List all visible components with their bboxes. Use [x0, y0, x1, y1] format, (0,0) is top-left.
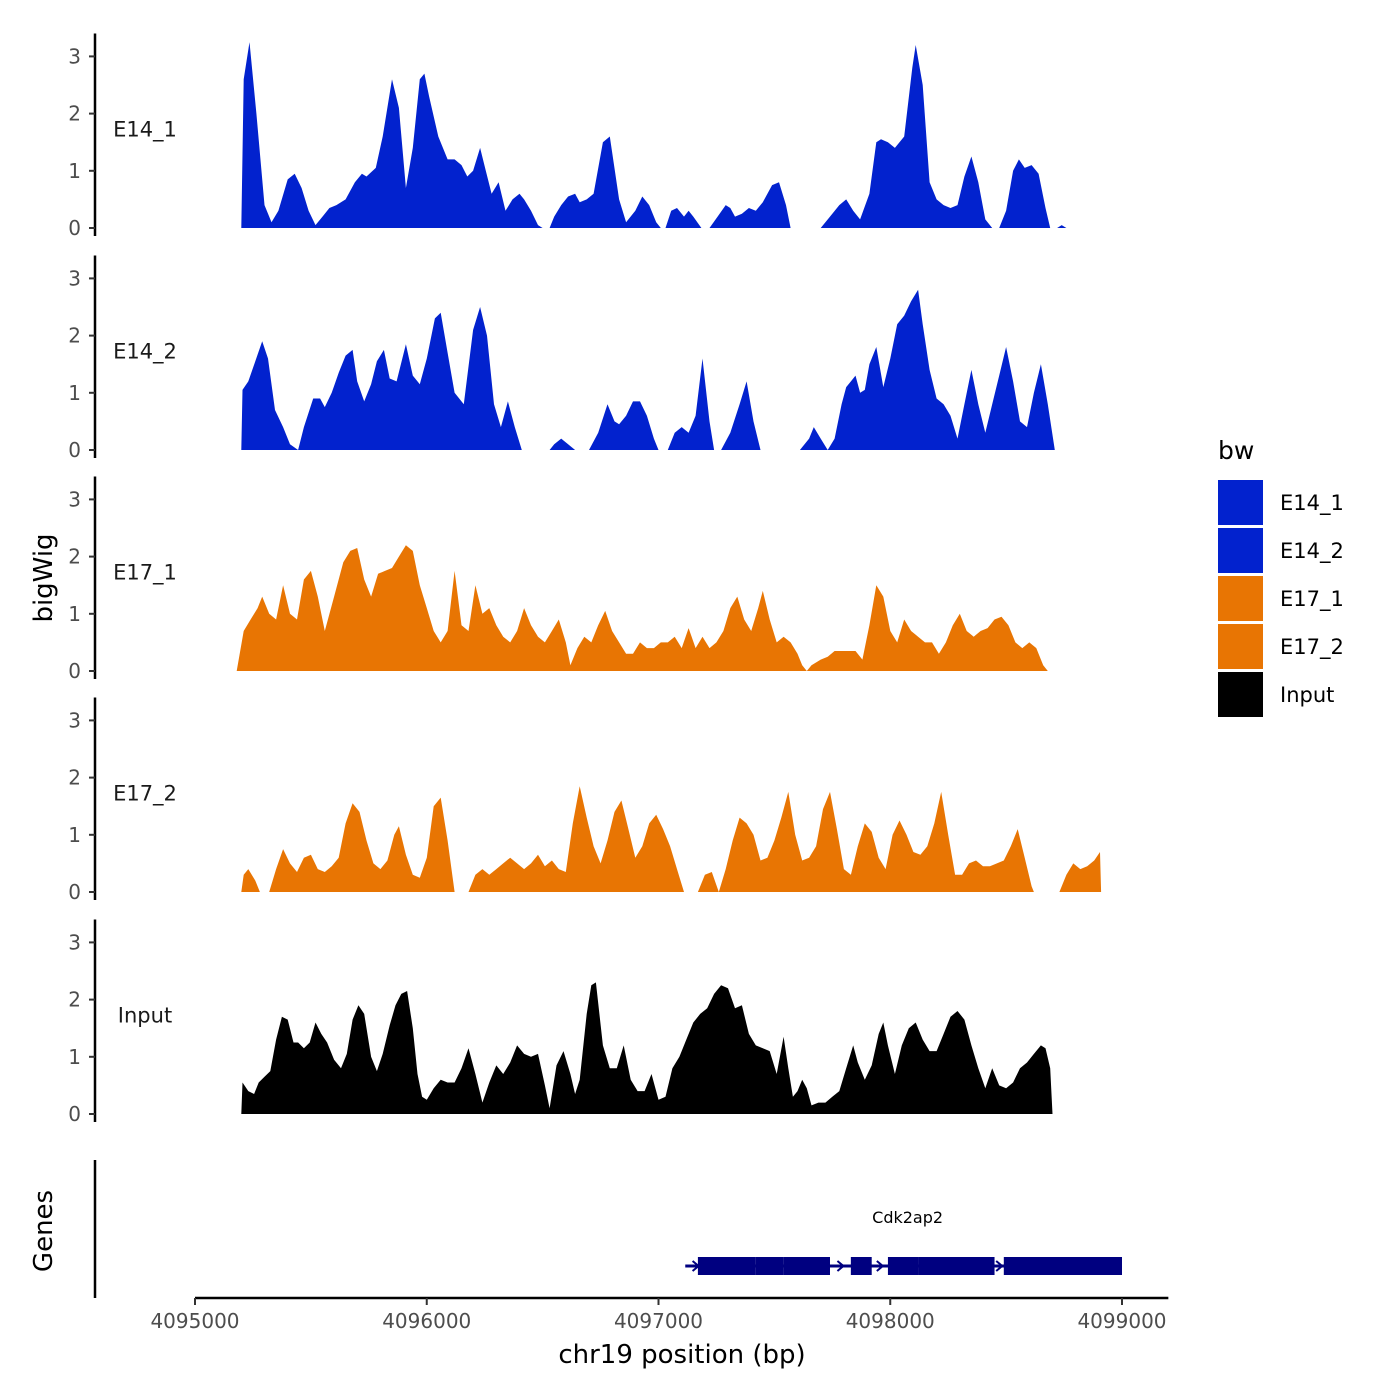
- gene-exon: [887, 1257, 919, 1275]
- track-label: E14_2: [113, 339, 177, 364]
- track-label: E14_1: [113, 117, 177, 142]
- track-label: Input: [118, 1003, 172, 1027]
- gene-exon: [1003, 1257, 1122, 1275]
- legend-swatch: [1218, 672, 1263, 717]
- legend-label: Input: [1280, 683, 1334, 707]
- x-tick-label: 4099000: [1077, 1309, 1166, 1333]
- y-tick-label: 3: [68, 930, 81, 954]
- y-tick-label: 1: [68, 381, 81, 405]
- gene-exon: [755, 1257, 784, 1275]
- gene-exon: [850, 1257, 872, 1275]
- gene-panel: Cdk2ap2: [93, 1160, 1122, 1298]
- legend-label: E14_1: [1280, 491, 1344, 516]
- coverage-area: [241, 42, 1067, 228]
- y-tick-label: 0: [68, 880, 81, 904]
- y-tick-label: 2: [68, 766, 81, 790]
- legend: bw E14_1 E14_2 E17_1 E17_2 Input: [1218, 436, 1344, 717]
- coverage-area: [241, 289, 1055, 450]
- track-input: 0 1 2 3 Input: [68, 919, 1053, 1126]
- track-e17-1: 0 1 2 3 E17_1: [68, 476, 1048, 683]
- track-label: E17_2: [113, 781, 177, 806]
- strand-arrow: [691, 1260, 701, 1272]
- y-tick-label: 3: [68, 487, 81, 511]
- genes-axis-title: Genes: [29, 1190, 59, 1272]
- y-tick-label: 0: [68, 438, 81, 462]
- y-tick-label: 3: [68, 708, 81, 732]
- y-tick-label: 1: [68, 823, 81, 847]
- y-tick-label: 2: [68, 102, 81, 126]
- gene-exon: [697, 1257, 756, 1275]
- x-tick-label: 4096000: [382, 1309, 471, 1333]
- coverage-area: [236, 545, 1048, 671]
- y-tick-label: 1: [68, 159, 81, 183]
- y-tick-label: 3: [68, 44, 81, 68]
- x-tick-label: 4098000: [846, 1309, 935, 1333]
- y-axis-title: bigWig: [29, 533, 59, 622]
- legend-swatch: [1218, 528, 1263, 573]
- x-tick-label: 4097000: [614, 1309, 703, 1333]
- coverage-area: [241, 786, 1102, 892]
- y-tick-label: 3: [68, 266, 81, 290]
- y-tick-label: 0: [68, 1102, 81, 1126]
- legend-label: E17_1: [1280, 587, 1344, 612]
- track-e17-2: 0 1 2 3 E17_2: [68, 697, 1102, 904]
- y-tick-label: 2: [68, 988, 81, 1012]
- x-axis: 4095000 4096000 4097000 4098000 4099000: [150, 1296, 1169, 1333]
- legend-swatch: [1218, 576, 1263, 621]
- coverage-area: [241, 982, 1053, 1114]
- coverage-tracks: 0 1 2 3 E14_1 0 1 2 3 E14_2 0 1 2 3 E17_1 0 1 2 3 E17_2 0 1 2 3…: [68, 33, 1102, 1126]
- track-e14-2: 0 1 2 3 E14_2: [68, 255, 1055, 462]
- legend-label: E14_2: [1280, 539, 1344, 564]
- strand-arrow: [836, 1260, 845, 1272]
- legend-swatch: [1218, 480, 1263, 525]
- y-tick-label: 2: [68, 324, 81, 348]
- strand-arrow: [876, 1260, 885, 1272]
- gene-exon: [918, 1257, 995, 1275]
- x-axis-title: chr19 position (bp): [558, 1340, 805, 1370]
- y-tick-label: 1: [68, 602, 81, 626]
- x-tick-label: 4095000: [150, 1309, 239, 1333]
- y-tick-label: 0: [68, 659, 81, 683]
- track-label: E17_1: [113, 560, 177, 585]
- legend-swatch: [1218, 624, 1263, 669]
- strand-arrow: [995, 1260, 1004, 1272]
- legend-title: bw: [1218, 436, 1254, 465]
- gene-exon: [783, 1257, 830, 1275]
- legend-label: E17_2: [1280, 635, 1344, 660]
- y-tick-label: 0: [68, 216, 81, 240]
- y-tick-label: 2: [68, 545, 81, 569]
- y-tick-label: 1: [68, 1045, 81, 1069]
- track-e14-1: 0 1 2 3 E14_1: [68, 33, 1067, 240]
- gene-label: Cdk2ap2: [872, 1208, 943, 1227]
